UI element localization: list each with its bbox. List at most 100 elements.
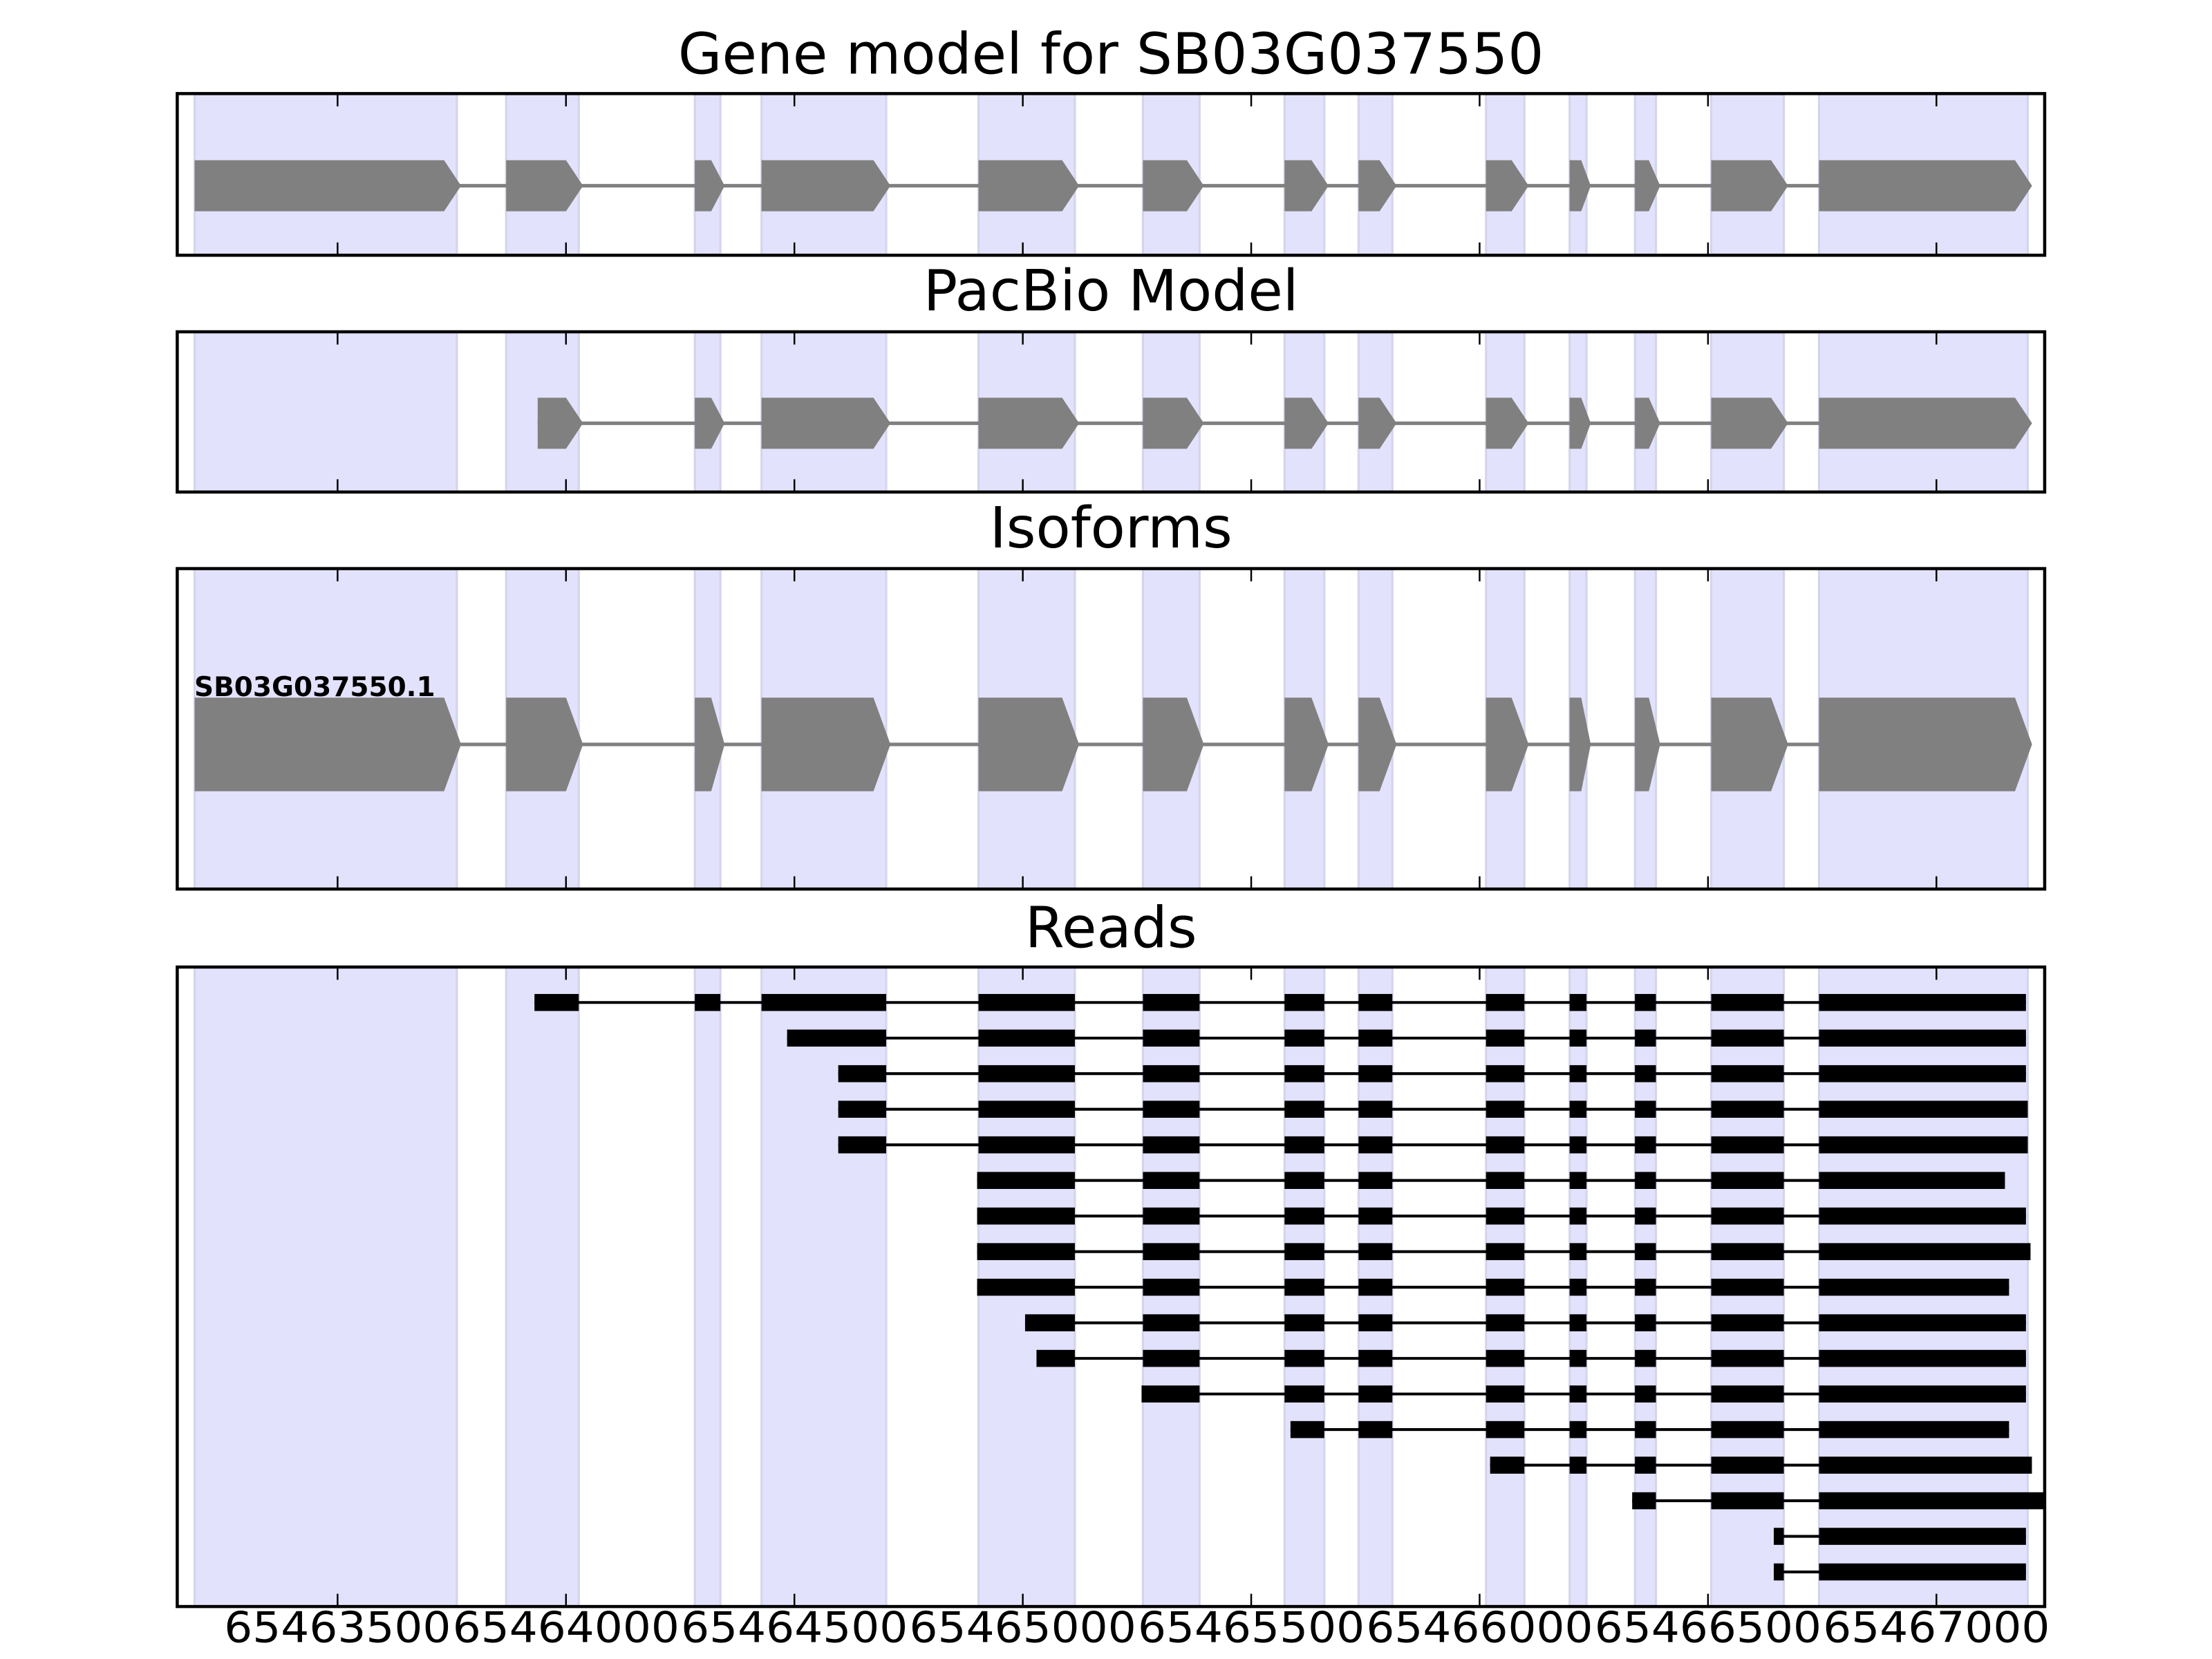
read-14 <box>1632 1492 2045 1510</box>
read-exon <box>1819 1563 2026 1581</box>
read-exon <box>1290 1421 1324 1438</box>
read-exon <box>1569 1456 1587 1474</box>
exon-arrow <box>761 697 891 791</box>
x-tick-label: 65465500 <box>1138 1602 1365 1652</box>
x-tick-label: 65465000 <box>910 1602 1136 1652</box>
read-exon <box>977 1243 1075 1260</box>
read-exon <box>1635 1456 1656 1474</box>
read-exon <box>1358 1029 1393 1047</box>
read-exon <box>1358 1385 1393 1403</box>
read-exon <box>1143 1029 1200 1047</box>
read-exon <box>1284 1172 1324 1189</box>
exon-arrow <box>695 697 725 791</box>
exon-arrow <box>1284 697 1329 791</box>
read-exon <box>1358 993 1393 1011</box>
read-exon <box>1635 1172 1656 1189</box>
read-exon <box>787 1029 887 1047</box>
read-exon <box>1819 1456 2032 1474</box>
read-exon <box>1358 1349 1393 1367</box>
read-exon <box>534 993 579 1011</box>
read-exon <box>1819 1421 2009 1438</box>
exon-arrow <box>194 160 462 212</box>
exon-arrow <box>1569 397 1591 449</box>
panel-reads-3: Reads <box>176 895 2047 1609</box>
read-exon <box>1635 1136 1656 1154</box>
read-16 <box>1774 1563 2026 1581</box>
read-exon <box>1819 1243 2031 1260</box>
isoform-label: SB03G037550.1 <box>194 672 435 703</box>
exon-arrow <box>761 397 891 449</box>
read-exon <box>1819 1172 2005 1189</box>
read-exon <box>1284 1385 1324 1403</box>
exon-arrow <box>1569 697 1591 791</box>
read-7 <box>977 1243 2031 1260</box>
exon-arrow <box>1358 397 1397 449</box>
read-exon <box>1569 1349 1587 1367</box>
read-exon <box>1569 1172 1587 1189</box>
read-exon <box>1569 1243 1587 1260</box>
read-exon <box>1819 1528 2026 1545</box>
read-exon <box>1036 1349 1075 1367</box>
panel-model-0: Gene model for SB03G037550 <box>176 22 2047 257</box>
read-exon <box>978 1100 1075 1118</box>
read-exon <box>1284 1278 1324 1296</box>
read-exon <box>1711 1456 1784 1474</box>
read-exon <box>1485 1349 1525 1367</box>
exon-arrow <box>1485 160 1529 212</box>
read-13 <box>1490 1456 2032 1474</box>
exon-arrow <box>1711 697 1788 791</box>
read-exon <box>977 1207 1075 1225</box>
read-exon <box>695 993 721 1011</box>
read-exon <box>1569 1136 1587 1154</box>
exon-arrow <box>1635 160 1660 212</box>
read-exon <box>1711 1065 1784 1082</box>
read-exon <box>1358 1207 1393 1225</box>
read-exon <box>1284 1065 1324 1082</box>
read-exon <box>1485 1314 1525 1331</box>
read-exon <box>1485 1065 1525 1082</box>
read-exon <box>1819 1349 2026 1367</box>
exon-shade <box>760 966 888 1608</box>
read-exon <box>1358 1421 1393 1438</box>
read-exon <box>1711 1421 1784 1438</box>
x-tick-label: 65464000 <box>453 1602 679 1652</box>
read-exon <box>838 1136 887 1154</box>
read-9 <box>1024 1314 2026 1331</box>
read-exon <box>1485 1100 1525 1118</box>
read-exon <box>978 1029 1075 1047</box>
read-exon <box>1143 993 1200 1011</box>
panel-title: Reads <box>1025 895 1197 961</box>
read-exon <box>1635 1421 1656 1438</box>
exon-arrow <box>1284 160 1329 212</box>
read-exon <box>1569 1421 1587 1438</box>
read-exon <box>1635 1278 1656 1296</box>
read-exon <box>1358 1314 1393 1331</box>
read-exon <box>1358 1172 1393 1189</box>
read-exon <box>1284 1100 1324 1118</box>
read-exon <box>1485 1207 1525 1225</box>
read-exon <box>1569 1065 1587 1082</box>
read-exon <box>1819 1065 2026 1082</box>
read-exon <box>1284 1207 1324 1225</box>
exon-arrow <box>1143 160 1204 212</box>
read-exon <box>1485 1278 1525 1296</box>
read-exon <box>1143 1172 1200 1189</box>
exon-arrow <box>1711 160 1788 212</box>
exon-arrow <box>1819 697 2032 791</box>
read-1 <box>787 1029 2026 1047</box>
read-exon <box>1143 1314 1200 1331</box>
panel-isoform-2: Isoforms SB03G037550.1 <box>176 496 2047 891</box>
read-exon <box>1635 1349 1656 1367</box>
read-exon <box>1284 1314 1324 1331</box>
read-exon <box>1635 1029 1656 1047</box>
read-exon <box>1284 1136 1324 1154</box>
read-exon <box>1485 1385 1525 1403</box>
read-exon <box>1635 1243 1656 1260</box>
read-exon <box>1358 1065 1393 1082</box>
read-exon <box>1569 1314 1587 1331</box>
read-exon <box>1143 1278 1200 1296</box>
read-exon <box>1819 1314 2026 1331</box>
exon-arrow <box>506 160 583 212</box>
read-exon <box>1358 1278 1393 1296</box>
